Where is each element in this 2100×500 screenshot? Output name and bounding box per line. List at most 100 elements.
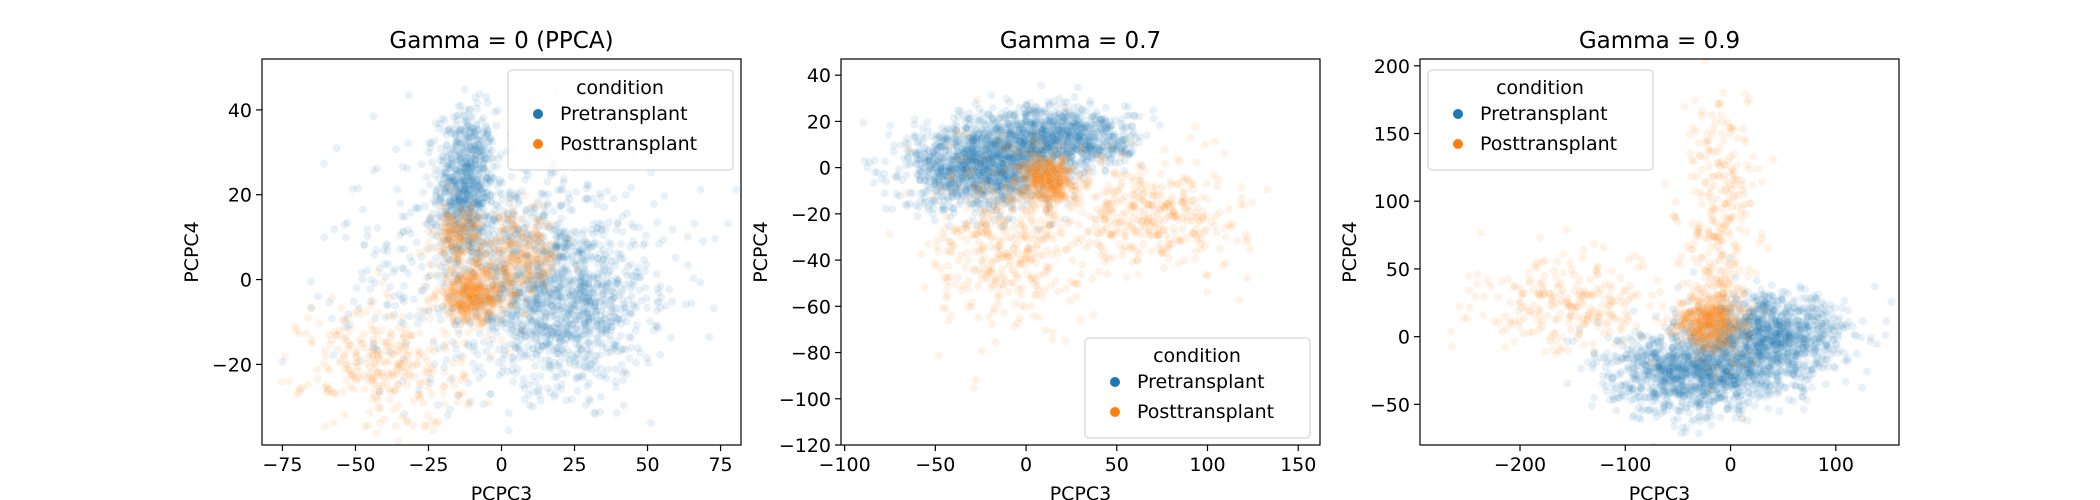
scatter-point-pretransplant	[471, 151, 480, 161]
scatter-point-pretransplant	[475, 148, 484, 157]
scatter-point-pretransplant	[464, 206, 474, 215]
scatter-point-pretransplant	[466, 208, 475, 217]
scatter-point-pretransplant	[479, 187, 488, 196]
scatter-point-pretransplant	[516, 330, 526, 340]
scatter-point-pretransplant	[649, 199, 659, 209]
scatter-point-pretransplant	[642, 293, 651, 303]
scatter-point-pretransplant	[484, 269, 493, 279]
scatter-point-pretransplant	[462, 160, 472, 170]
scatter-point-pretransplant	[456, 227, 465, 236]
scatter-point-pretransplant	[550, 225, 559, 235]
scatter-point-pretransplant	[452, 228, 461, 238]
scatter-point-pretransplant	[465, 167, 475, 177]
scatter-point-pretransplant	[452, 136, 461, 146]
scatter-point-pretransplant	[626, 260, 636, 269]
scatter-point-pretransplant	[467, 183, 476, 193]
scatter-point-pretransplant	[533, 283, 542, 293]
scatter-point-pretransplant	[437, 180, 447, 190]
scatter-point-posttransplant	[440, 368, 449, 377]
scatter-point-pretransplant	[467, 213, 477, 222]
scatter-point-posttransplant	[340, 410, 350, 419]
scatter-point-pretransplant	[461, 176, 470, 185]
scatter-point-pretransplant	[599, 278, 608, 288]
scatter-point-pretransplant	[475, 215, 485, 224]
scatter-point-pretransplant	[564, 355, 574, 365]
scatter-point-pretransplant	[440, 185, 449, 195]
scatter-point-pretransplant	[568, 293, 578, 302]
scatter-point-pretransplant	[489, 214, 499, 224]
scatter-point-posttransplant	[460, 338, 470, 348]
scatter-point-posttransplant	[329, 418, 338, 428]
scatter-point-pretransplant	[484, 228, 493, 238]
scatter-point-pretransplant	[463, 200, 473, 209]
scatter-point-pretransplant	[581, 237, 591, 247]
scatter-point-pretransplant	[444, 156, 454, 166]
scatter-point-pretransplant	[466, 127, 476, 136]
scatter-point-pretransplant	[448, 337, 457, 347]
scatter-point-posttransplant	[443, 182, 452, 191]
scatter-point-pretransplant	[468, 112, 477, 122]
scatter-point-pretransplant	[449, 191, 459, 201]
scatter-point-pretransplant	[475, 291, 485, 301]
scatter-point-posttransplant	[349, 384, 358, 394]
scatter-point-pretransplant	[493, 154, 503, 163]
scatter-point-pretransplant	[484, 212, 494, 221]
scatter-point-pretransplant	[447, 213, 457, 222]
scatter-point-pretransplant	[471, 156, 480, 165]
scatter-point-pretransplant	[634, 223, 644, 232]
scatter-point-posttransplant	[453, 274, 463, 284]
scatter-point-pretransplant	[549, 207, 558, 216]
scatter-point-posttransplant	[426, 314, 435, 323]
scatter-point-pretransplant	[574, 266, 583, 276]
scatter-point-pretransplant	[479, 193, 489, 202]
scatter-point-pretransplant	[450, 221, 459, 230]
scatter-point-pretransplant	[468, 219, 477, 228]
scatter-point-pretransplant	[463, 161, 473, 171]
scatter-point-pretransplant	[582, 338, 592, 347]
scatter-point-pretransplant	[472, 165, 482, 175]
scatter-point-pretransplant	[472, 119, 481, 129]
scatter-point-pretransplant	[578, 279, 588, 288]
scatter-point-pretransplant	[445, 197, 455, 207]
scatter-point-pretransplant	[486, 190, 495, 200]
scatter-point-pretransplant	[573, 285, 583, 295]
scatter-point-pretransplant	[652, 269, 661, 279]
scatter-point-pretransplant	[314, 292, 323, 301]
scatter-point-posttransplant	[390, 385, 399, 395]
scatter-point-pretransplant	[472, 131, 481, 140]
scatter-point-pretransplant	[437, 151, 447, 161]
scatter-point-pretransplant	[505, 250, 514, 259]
scatter-point-pretransplant	[922, 181, 932, 190]
scatter-point-pretransplant	[539, 320, 549, 330]
scatter-point-pretransplant	[452, 223, 462, 233]
scatter-point-posttransplant	[285, 377, 294, 386]
scatter-point-pretransplant	[456, 176, 466, 186]
scatter-point-pretransplant	[471, 142, 481, 151]
scatter-point-pretransplant	[462, 286, 471, 296]
scatter-point-posttransplant	[398, 312, 408, 322]
scatter-point-pretransplant	[431, 254, 441, 263]
scatter-point-pretransplant	[666, 333, 676, 343]
scatter-point-pretransplant	[349, 297, 359, 306]
scatter-point-pretransplant	[463, 190, 472, 200]
scatter-point-posttransplant	[372, 350, 382, 359]
scatter-point-pretransplant	[585, 326, 594, 336]
scatter-point-pretransplant	[569, 353, 578, 362]
scatter-point-posttransplant	[383, 338, 392, 347]
scatter-point-pretransplant	[456, 198, 466, 207]
scatter-point-pretransplant	[640, 266, 650, 276]
scatter-point-pretransplant	[570, 316, 580, 325]
scatter-point-pretransplant	[460, 85, 469, 94]
scatter-point-pretransplant	[448, 212, 458, 221]
scatter-point-pretransplant	[450, 229, 459, 239]
scatter-point-posttransplant	[480, 211, 490, 221]
x-tick-label: 25	[562, 454, 586, 476]
scatter-point-pretransplant	[641, 283, 650, 292]
scatter-point-pretransplant	[454, 200, 464, 209]
scatter-point-pretransplant	[444, 197, 454, 206]
scatter-point-pretransplant	[489, 216, 499, 225]
scatter-point-pretransplant	[469, 176, 479, 185]
scatter-point-pretransplant	[425, 215, 435, 224]
scatter-point-pretransplant	[439, 156, 448, 165]
